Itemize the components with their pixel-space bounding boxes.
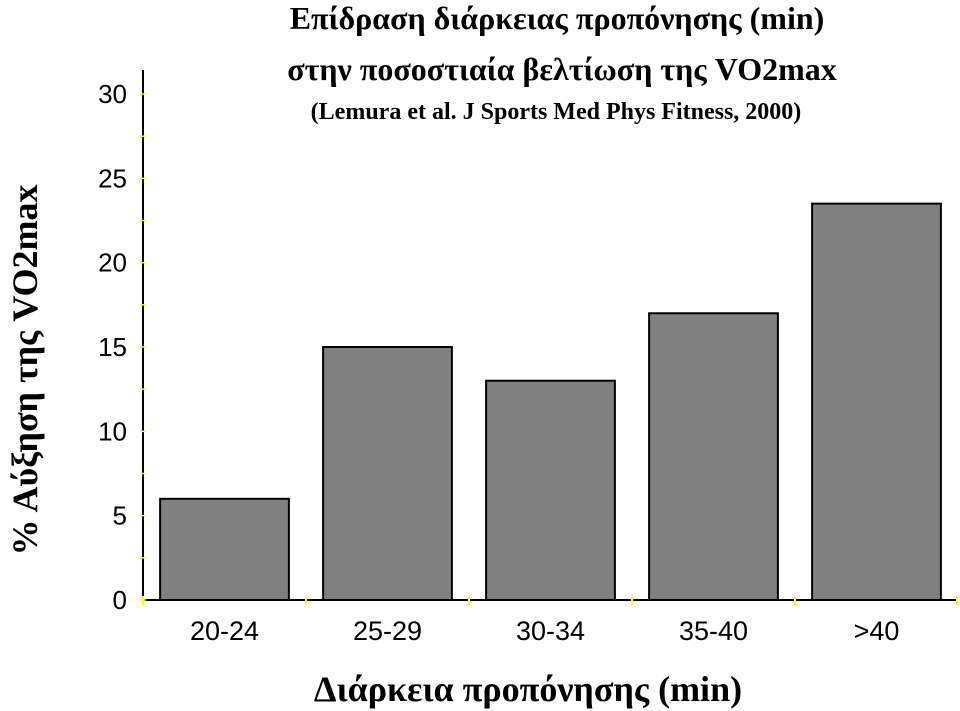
y-tick-label: 10 [98, 416, 127, 446]
y-tick-label: 30 [98, 79, 127, 109]
y-axis-label: % Αύξηση της VO2max [5, 185, 45, 556]
x-ticks-group: 20-24 25-29 30-34 35-40 >40 [142, 596, 958, 646]
x-tick-label: 25-29 [353, 616, 422, 646]
bars-group [159, 202, 942, 601]
chart-subtitle: (Lemura et al. J Sports Med Phys Fitness… [311, 99, 802, 125]
bar-4 [811, 202, 942, 601]
bar-0 [159, 497, 290, 601]
y-tick-label: 5 [113, 501, 127, 531]
y-tick-label: 25 [98, 163, 127, 193]
x-tick-label: 35-40 [679, 616, 748, 646]
chart-title: Επίδραση διάρκειας προπόνησης (min) [290, 0, 825, 36]
y-tick-label: 0 [113, 585, 127, 615]
x-axis-label: Διάρκεια προπόνησης (min) [314, 669, 742, 709]
y-tick-label: 20 [98, 248, 127, 278]
bar-1 [322, 346, 453, 601]
x-tick-label: >40 [854, 616, 900, 646]
x-tick-label: 20-24 [190, 616, 259, 646]
y-ticks-group: 0 5 10 15 20 25 30 [98, 70, 146, 615]
bar-2 [485, 379, 616, 601]
x-tick-label: 30-34 [516, 616, 585, 646]
y-tick-label: 15 [98, 332, 127, 362]
chart-title-line2: στην ποσοστιαία βελτίωση της VO2max [287, 51, 837, 87]
bar-3 [648, 312, 779, 601]
